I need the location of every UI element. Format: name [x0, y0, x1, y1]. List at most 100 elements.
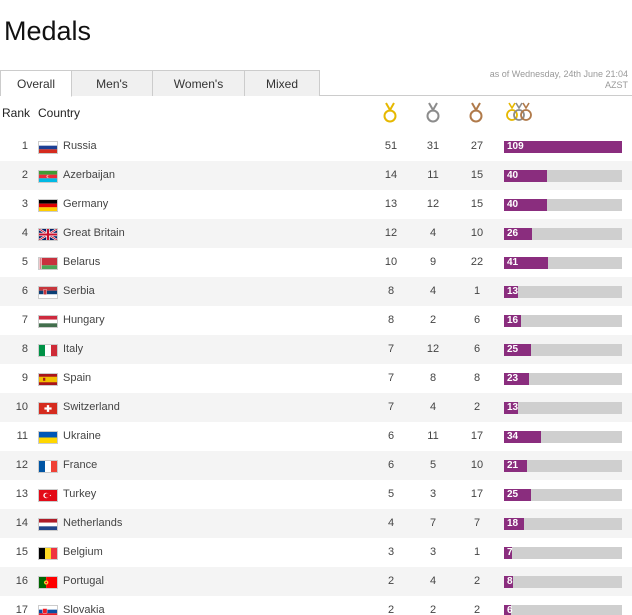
country-name[interactable]: Portugal: [63, 575, 104, 587]
country-name[interactable]: Azerbaijan: [63, 169, 115, 181]
country-name[interactable]: Russia: [63, 140, 97, 152]
country-name[interactable]: Belgium: [63, 546, 103, 558]
table-row[interactable]: 10 Switzerland 7 4 2 13: [0, 393, 632, 422]
table-row[interactable]: 15 Belgium 3 3 1 7: [0, 538, 632, 567]
bronze-count: 8: [473, 372, 481, 384]
gold-count: 2: [387, 604, 395, 615]
total-count: 34: [507, 431, 519, 442]
bronze-count: 17: [470, 430, 484, 442]
country-name[interactable]: Netherlands: [63, 517, 123, 529]
last-updated: as of Wednesday, 24th June 21:04 AZST: [490, 69, 628, 91]
total-bar: 21: [504, 460, 622, 472]
tab-mens[interactable]: Men's: [72, 71, 153, 96]
country-name[interactable]: Italy: [63, 343, 84, 355]
silver-count: 4: [429, 285, 437, 297]
silver-count: 11: [427, 430, 439, 442]
bronze-count: 2: [473, 401, 481, 413]
total-bar: 109: [504, 141, 622, 153]
table-row[interactable]: 13 Turkey 5 3 17 25: [0, 480, 632, 509]
table-row[interactable]: 11 Ukraine 6 11 17 34: [0, 422, 632, 451]
country-name[interactable]: Belarus: [63, 256, 101, 268]
silver-count: 3: [429, 488, 437, 500]
table-row[interactable]: 6 Serbia 8 4 1 13: [0, 277, 632, 306]
medal-tabs: Overall Men's Women's Mixed: [0, 70, 320, 97]
rank-cell: 8: [21, 343, 28, 355]
country-header[interactable]: Country: [38, 106, 81, 120]
gold-count: 8: [387, 314, 395, 326]
total-bar-fill: [504, 489, 532, 501]
silver-medal-icon[interactable]: [425, 102, 441, 124]
table-row[interactable]: 14 Netherlands 4 7 7 18: [0, 509, 632, 538]
bronze-count: 27: [470, 140, 484, 152]
country-name[interactable]: Great Britain: [63, 227, 125, 239]
table-row[interactable]: 8 Italy 7 12 6 25: [0, 335, 632, 364]
table-row[interactable]: 16 Portugal 2 4 2 8: [0, 567, 632, 596]
rank-cell: 11: [16, 430, 28, 442]
table-row[interactable]: 3 Germany 13 12 15 40: [0, 190, 632, 219]
total-bar-fill: [504, 257, 549, 269]
total-count: 8: [507, 576, 513, 587]
azerbaijan-flag-icon: [38, 170, 58, 183]
country-name[interactable]: Serbia: [63, 285, 95, 297]
spain-flag-icon: [38, 373, 58, 386]
gold-count: 3: [387, 546, 395, 558]
total-bar-fill: [504, 141, 622, 153]
rank-cell: 5: [21, 256, 28, 268]
page-title: Medals: [4, 16, 92, 46]
tab-divider: [319, 95, 632, 96]
gold-count: 14: [384, 169, 398, 181]
country-name[interactable]: Ukraine: [63, 430, 101, 442]
gold-count: 51: [384, 140, 398, 152]
rank-cell: 15: [15, 546, 28, 558]
total-medals-icon[interactable]: [504, 102, 534, 124]
total-bar-fill: [504, 518, 524, 530]
country-name[interactable]: Hungary: [63, 314, 105, 326]
total-bar: 23: [504, 373, 622, 385]
country-name[interactable]: Slovakia: [63, 604, 105, 615]
italy-flag-icon: [38, 344, 58, 357]
rank-cell: 4: [21, 227, 28, 239]
bronze-medal-icon[interactable]: [468, 102, 484, 124]
table-row[interactable]: 5 Belarus 10 9 22 41: [0, 248, 632, 277]
tab-overall[interactable]: Overall: [1, 71, 72, 97]
country-name[interactable]: Switzerland: [63, 401, 120, 413]
bronze-count: 10: [470, 459, 484, 471]
gold-count: 10: [384, 256, 398, 268]
table-row[interactable]: 2 Azerbaijan 14 11 15 40: [0, 161, 632, 190]
bronze-count: 15: [470, 169, 484, 181]
table-row[interactable]: 1 Russia 51 31 27 109: [0, 132, 632, 161]
country-name[interactable]: Germany: [63, 198, 109, 210]
total-bar: 13: [504, 286, 622, 298]
silver-count: 7: [429, 517, 437, 529]
gold-count: 5: [387, 488, 395, 500]
country-name[interactable]: Spain: [63, 372, 92, 384]
silver-count: 12: [426, 198, 440, 210]
table-row[interactable]: 4 Great Britain 12 4 10 26: [0, 219, 632, 248]
country-name[interactable]: France: [63, 459, 98, 471]
total-count: 18: [507, 518, 519, 529]
france-flag-icon: [38, 460, 58, 473]
total-bar-fill: [504, 344, 532, 356]
tab-mixed[interactable]: Mixed: [265, 76, 298, 91]
total-count: 25: [507, 489, 519, 500]
table-row[interactable]: 12 France 6 5 10 21: [0, 451, 632, 480]
silver-count: 31: [426, 140, 440, 152]
medal-table: 1 Russia 51 31 27 109 2 Azerbaijan 14 11 15 40 3 Germ…: [0, 132, 632, 615]
table-row[interactable]: 9 Spain 7 8 8 23: [0, 364, 632, 393]
slovakia-flag-icon: [38, 605, 58, 615]
bronze-count: 2: [473, 604, 481, 615]
switzerland-flag-icon: [38, 402, 58, 415]
total-bar-fill: [504, 170, 548, 182]
hungary-flag-icon: [38, 315, 58, 328]
bronze-count: 17: [470, 488, 484, 500]
gold-count: 4: [387, 517, 395, 529]
gold-count: 7: [387, 343, 395, 355]
gold-medal-icon[interactable]: [382, 102, 398, 124]
great-britain-flag-icon: [38, 228, 58, 241]
rank-header[interactable]: Rank: [2, 106, 31, 120]
table-row[interactable]: 7 Hungary 8 2 6 16: [0, 306, 632, 335]
table-row[interactable]: 17 Slovakia 2 2 2 6: [0, 596, 632, 615]
tab-womens[interactable]: Women's: [153, 71, 245, 96]
total-bar: 13: [504, 402, 622, 414]
country-name[interactable]: Turkey: [63, 488, 97, 500]
